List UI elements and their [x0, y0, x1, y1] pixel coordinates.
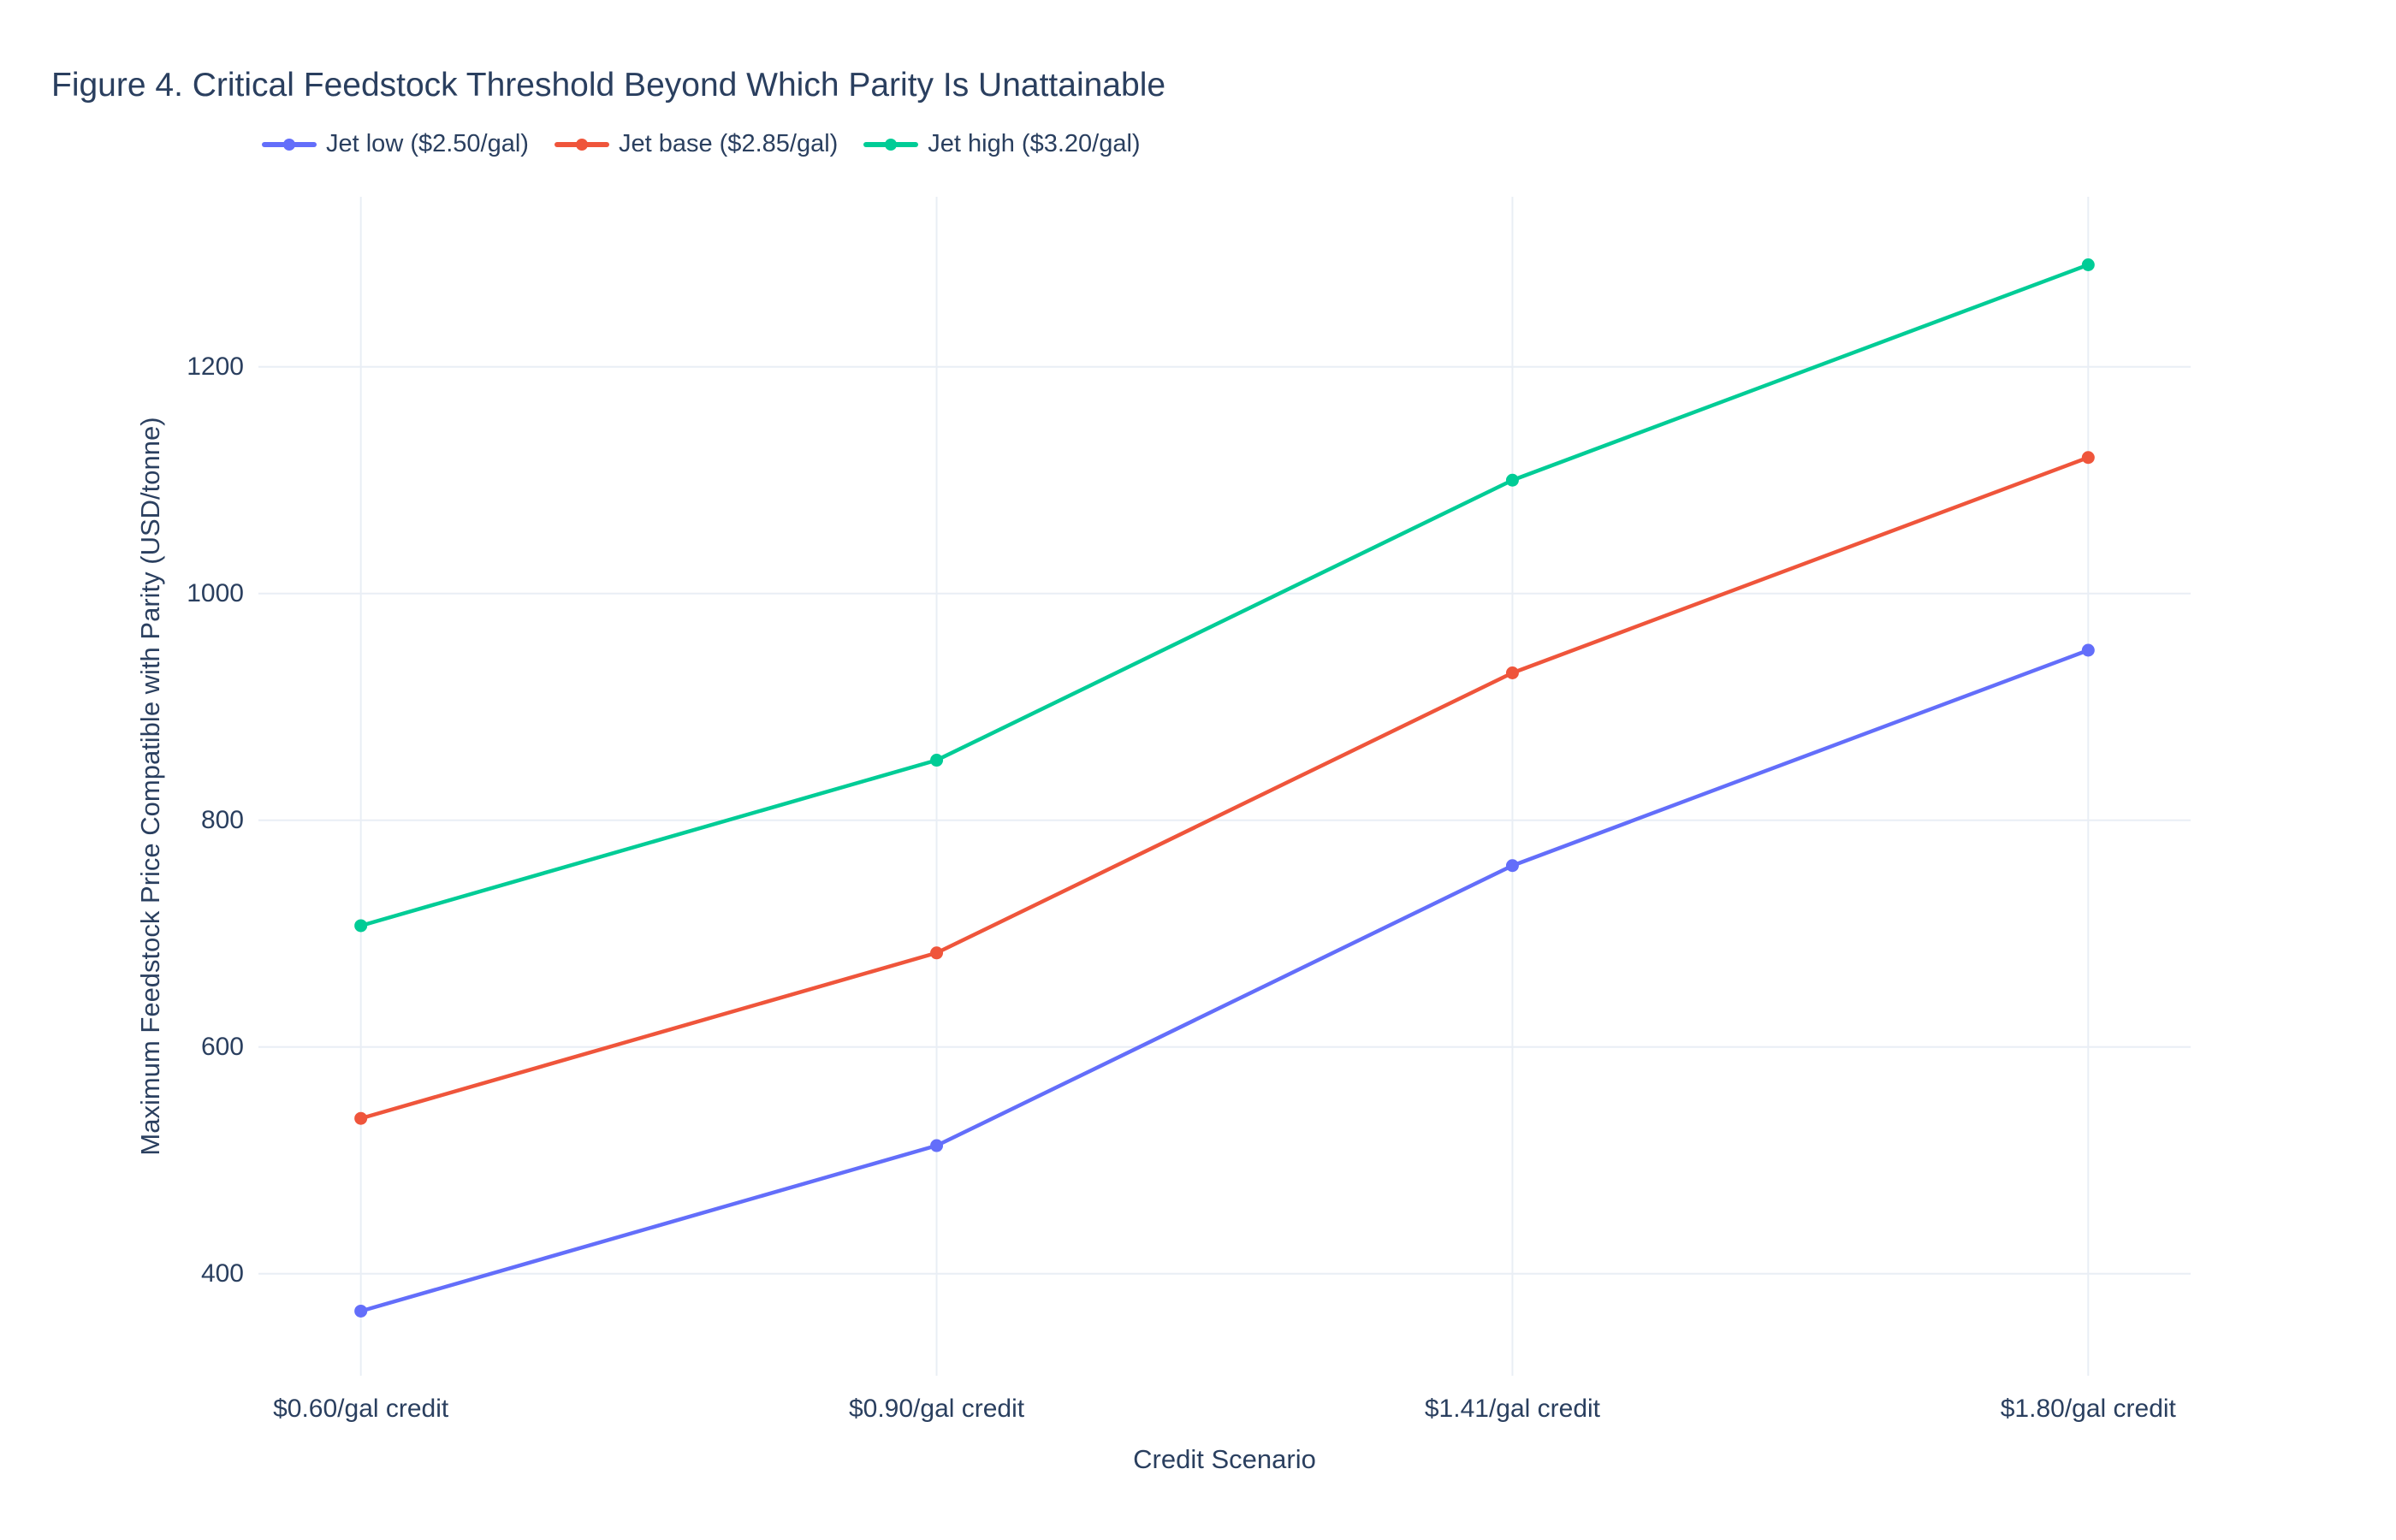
- legend-label: Jet high ($3.20/gal): [928, 130, 1141, 157]
- x-tick-label: $0.90/gal credit: [848, 1395, 1025, 1423]
- legend-marker-icon: [554, 133, 609, 156]
- y-tick-label: 600: [200, 1032, 244, 1061]
- chart-canvas: [258, 197, 2191, 1376]
- data-point-jet-base-2-85-gal: [930, 946, 944, 960]
- x-axis-title: Credit Scenario: [1133, 1444, 1316, 1474]
- series-line-jet-high-3-20-gal: [359, 263, 2091, 928]
- y-tick-label: 400: [200, 1259, 244, 1288]
- series-line-jet-low-2-50-gal: [359, 648, 2091, 1313]
- data-point-jet-high-3-20-gal: [2081, 258, 2095, 271]
- data-point-jet-low-2-50-gal: [930, 1139, 944, 1152]
- plot-area: [258, 197, 2191, 1376]
- data-point-jet-base-2-85-gal: [354, 1111, 368, 1125]
- legend-dot-icon: [885, 138, 898, 151]
- legend-label: Jet base ($2.85/gal): [618, 130, 839, 157]
- series-line-jet-base-2-85-gal: [359, 455, 2091, 1121]
- x-tick-label: $1.41/gal credit: [1424, 1395, 1601, 1423]
- legend-dot-icon: [575, 138, 588, 151]
- legend-item-jet-base-2-85-gal[interactable]: Jet base ($2.85/gal): [554, 130, 839, 158]
- data-point-jet-low-2-50-gal: [2081, 643, 2095, 657]
- data-point-jet-high-3-20-gal: [354, 919, 368, 933]
- legend-label: Jet low ($2.50/gal): [326, 130, 529, 157]
- data-point-jet-base-2-85-gal: [2081, 451, 2095, 465]
- legend-dot-icon: [283, 138, 295, 151]
- y-tick-label: 1200: [187, 352, 244, 381]
- data-point-jet-low-2-50-gal: [354, 1304, 368, 1318]
- data-point-jet-high-3-20-gal: [930, 754, 944, 767]
- legend-item-jet-low-2-50-gal[interactable]: Jet low ($2.50/gal): [262, 130, 529, 158]
- y-tick-label: 800: [200, 805, 244, 834]
- data-point-jet-high-3-20-gal: [1505, 473, 1519, 487]
- data-point-jet-low-2-50-gal: [1505, 859, 1519, 873]
- y-tick-label: 1000: [187, 578, 244, 607]
- chart-title: Figure 4. Critical Feedstock Threshold B…: [51, 67, 1166, 104]
- data-point-jet-base-2-85-gal: [1505, 666, 1519, 679]
- x-tick-label: $0.60/gal credit: [273, 1395, 449, 1423]
- legend-marker-icon: [863, 133, 919, 156]
- legend: Jet low ($2.50/gal) Jet base ($2.85/gal) J…: [262, 130, 1141, 158]
- legend-item-jet-high-3-20-gal[interactable]: Jet high ($3.20/gal): [863, 130, 1141, 158]
- x-tick-label: $1.80/gal credit: [2000, 1395, 2176, 1423]
- legend-marker-icon: [262, 133, 317, 156]
